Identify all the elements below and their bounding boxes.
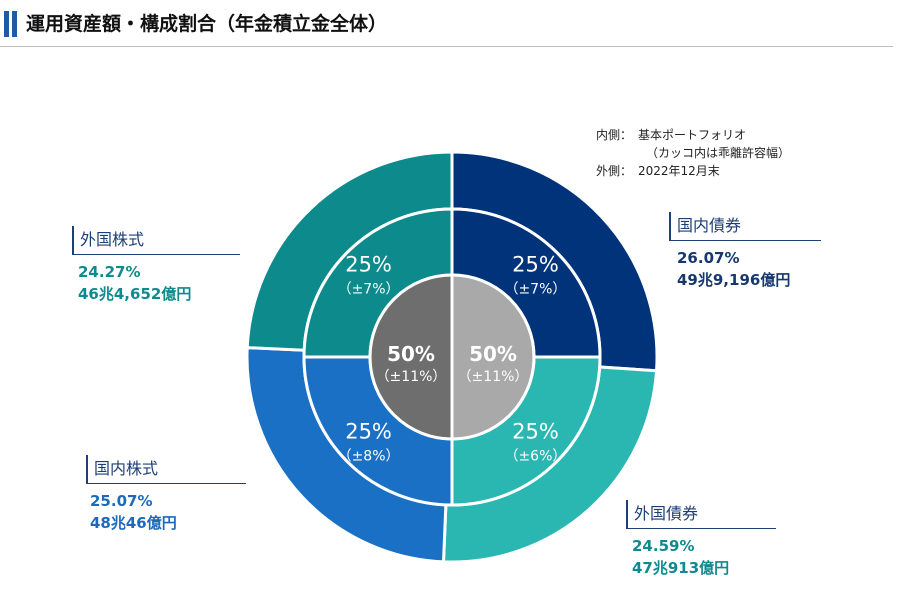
note-inner-sub: （カッコ内は乖離許容幅） [646, 146, 791, 160]
center-slice [368, 273, 454, 441]
center-tolerance-label: （±11%） [376, 369, 447, 385]
callout-name: 外国債券 [626, 500, 776, 528]
callout-name: 外国株式 [72, 226, 240, 254]
center-slice [450, 273, 536, 441]
inner-slice-tolerance-label: （±7%） [338, 282, 400, 298]
inner-slice-percent-label: 25% [512, 253, 559, 277]
center-percent-label: 50% [469, 342, 517, 366]
callout-share: 26.07% [677, 249, 740, 267]
title-divider [0, 46, 893, 47]
inner-slice-percent-label: 25% [345, 253, 392, 277]
note-outer-value: 2022年12月末 [638, 164, 720, 178]
callout-amount: 47兆913億円 [632, 559, 730, 577]
inner-slice-percent-label: 25% [512, 419, 559, 443]
note-inner-value: 基本ポートフォリオ [638, 128, 747, 142]
callout-foreign-stocks: 外国株式 24.27% 46兆4,652億円 [72, 226, 240, 305]
callout-amount: 46兆4,652億円 [78, 285, 192, 303]
callout-amount: 49兆9,196億円 [677, 271, 791, 289]
callout-underline [669, 240, 821, 241]
callout-name: 国内債券 [669, 212, 821, 240]
inner-slice-tolerance-label: （±8%） [338, 448, 400, 464]
inner-slice-tolerance-label: （±7%） [504, 282, 566, 298]
callout-share: 24.27% [78, 263, 141, 281]
callout-share: 24.59% [632, 537, 695, 555]
inner-slice-tolerance-label: （±6%） [504, 448, 566, 464]
inner-slice-percent-label: 25% [345, 419, 392, 443]
callout-domestic-stocks: 国内株式 25.07% 48兆46億円 [86, 455, 246, 534]
callout-amount: 48兆46億円 [90, 514, 177, 532]
header: 運用資産額・構成割合（年金積立金全体） [0, 0, 900, 48]
center-tolerance-label: （±11%） [458, 369, 529, 385]
title-accent-bar [12, 11, 17, 37]
legend-note: 内側： 基本ポートフォリオ （カッコ内は乖離許容幅） 外側： 2022年12月末 [596, 126, 790, 180]
callout-domestic-bonds: 国内債券 26.07% 49兆9,196億円 [669, 212, 821, 291]
title-accent-bar [4, 11, 9, 37]
note-outer-key: 外側： [596, 164, 633, 178]
callout-underline [626, 528, 776, 529]
page-title: 運用資産額・構成割合（年金積立金全体） [26, 13, 388, 35]
callout-foreign-bonds: 外国債券 24.59% 47兆913億円 [626, 500, 776, 579]
callout-share: 25.07% [90, 492, 153, 510]
note-inner-key: 内側： [596, 128, 633, 142]
callout-name: 国内株式 [86, 455, 246, 483]
callout-underline [86, 483, 246, 484]
callout-underline [72, 254, 240, 255]
center-percent-label: 50% [387, 342, 435, 366]
